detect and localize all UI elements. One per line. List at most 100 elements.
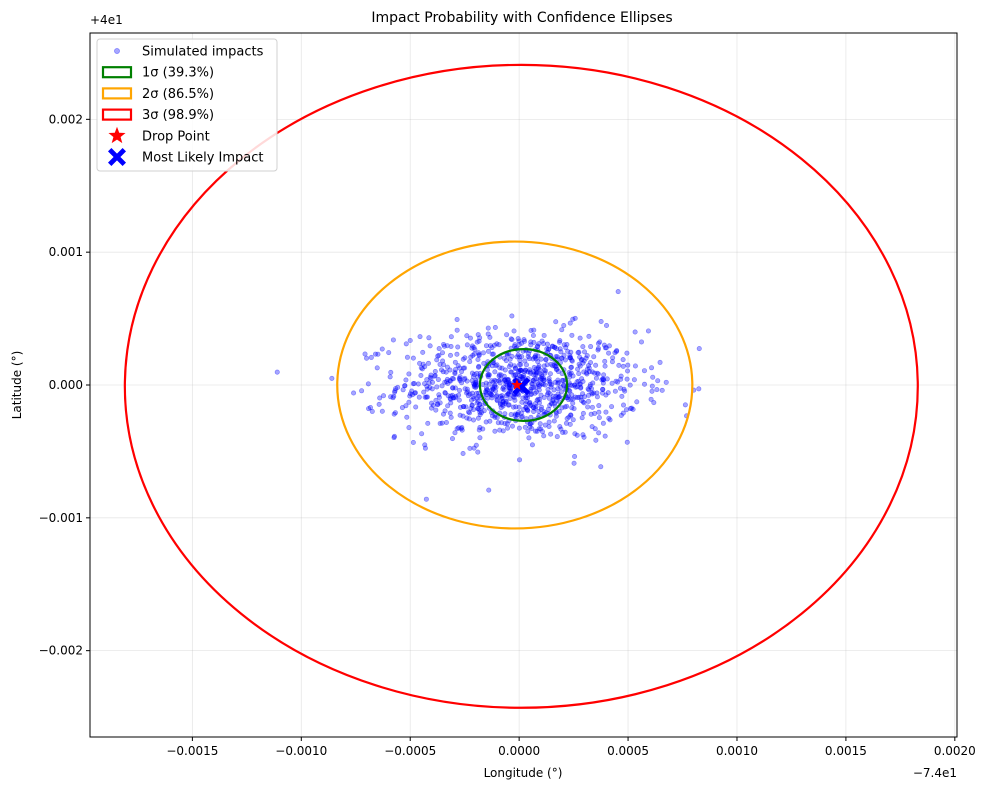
impact-point: [516, 338, 522, 344]
impact-point: [504, 332, 510, 338]
impact-point: [641, 368, 647, 374]
impact-point: [473, 378, 479, 384]
impact-point: [452, 371, 458, 377]
impact-point: [461, 404, 467, 410]
y-tick-label: 0.002: [49, 112, 83, 126]
impact-point: [388, 394, 394, 400]
impact-point: [492, 324, 498, 330]
impact-point: [454, 327, 460, 333]
impact-point: [568, 412, 574, 418]
impact-point: [491, 342, 497, 348]
impact-point: [452, 395, 458, 401]
ellipse-3sigma: [123, 63, 919, 709]
impact-point: [442, 390, 448, 396]
impact-point: [555, 395, 561, 401]
impact-point: [462, 355, 468, 361]
impact-point: [471, 345, 477, 351]
impact-point: [502, 377, 508, 383]
impact-point: [567, 355, 573, 361]
impact-point: [558, 389, 564, 395]
impact-point: [368, 354, 374, 360]
impact-point: [531, 385, 537, 391]
impact-point: [425, 360, 431, 366]
impact-point: [440, 350, 446, 356]
impact-point: [416, 394, 422, 400]
impact-point: [512, 413, 518, 419]
impact-point: [432, 368, 438, 374]
impact-point: [516, 404, 522, 410]
impact-point: [581, 400, 587, 406]
legend: Simulated impacts 1σ (39.3%) 2σ (86.5%) 3σ …: [96, 38, 278, 172]
impact-point: [459, 425, 465, 431]
impact-point: [538, 392, 544, 398]
impact-point: [489, 345, 495, 351]
impact-point: [621, 402, 627, 408]
impact-point: [567, 320, 573, 326]
impact-point: [522, 369, 528, 375]
impact-point: [533, 370, 539, 376]
impact-point: [623, 407, 629, 413]
impact-point: [452, 385, 458, 391]
impact-point: [450, 376, 456, 382]
impact-point: [508, 361, 514, 367]
impact-point: [533, 352, 539, 358]
impact-point: [571, 406, 577, 412]
impact-point: [475, 449, 481, 455]
impact-point: [696, 346, 702, 352]
impact-point: [512, 366, 518, 372]
chart-title: Impact Probability with Confidence Ellip…: [371, 10, 672, 26]
impact-point: [460, 404, 466, 410]
impact-point: [471, 351, 477, 357]
impact-point: [475, 405, 481, 411]
impact-point: [476, 352, 482, 358]
impact-point: [556, 408, 562, 414]
impact-point: [596, 430, 602, 436]
impact-point: [447, 410, 453, 416]
impact-point: [460, 413, 466, 419]
impact-point: [533, 384, 539, 390]
impact-point: [560, 429, 566, 435]
impact-point: [369, 408, 375, 414]
impact-point: [391, 411, 397, 417]
impact-point: [457, 374, 463, 380]
impact-point: [583, 355, 589, 361]
impact-point: [541, 377, 547, 383]
impact-point: [469, 402, 475, 408]
impact-point: [649, 365, 655, 371]
impact-point: [557, 346, 563, 352]
impact-point: [418, 365, 424, 371]
impact-point: [483, 343, 489, 349]
impact-point: [403, 403, 409, 409]
impact-point: [492, 414, 498, 420]
impact-point: [364, 355, 370, 361]
impact-point: [516, 392, 522, 398]
impact-point: [528, 402, 534, 408]
impact-point: [576, 371, 582, 377]
impact-point: [452, 430, 458, 436]
impact-point: [435, 401, 441, 407]
impact-point: [517, 367, 523, 373]
impact-point: [487, 418, 493, 424]
impact-point: [495, 420, 501, 426]
impact-point: [419, 366, 425, 372]
impact-point: [484, 367, 490, 373]
impact-point: [494, 397, 500, 403]
impact-point: [440, 369, 446, 375]
impact-point: [485, 395, 491, 401]
impact-point: [619, 393, 625, 399]
impact-point: [570, 396, 576, 402]
impact-point: [399, 405, 405, 411]
impact-point: [386, 350, 392, 356]
impact-point: [457, 376, 463, 382]
impact-point: [432, 373, 438, 379]
impact-point: [496, 378, 502, 384]
impact-point: [506, 380, 512, 386]
impact-point: [572, 394, 578, 400]
impact-point: [494, 393, 500, 399]
impact-point: [419, 431, 425, 437]
impact-point: [471, 382, 477, 388]
impact-point: [524, 407, 530, 413]
impact-point: [274, 369, 280, 375]
impact-point: [518, 373, 524, 379]
impact-point: [569, 357, 575, 363]
